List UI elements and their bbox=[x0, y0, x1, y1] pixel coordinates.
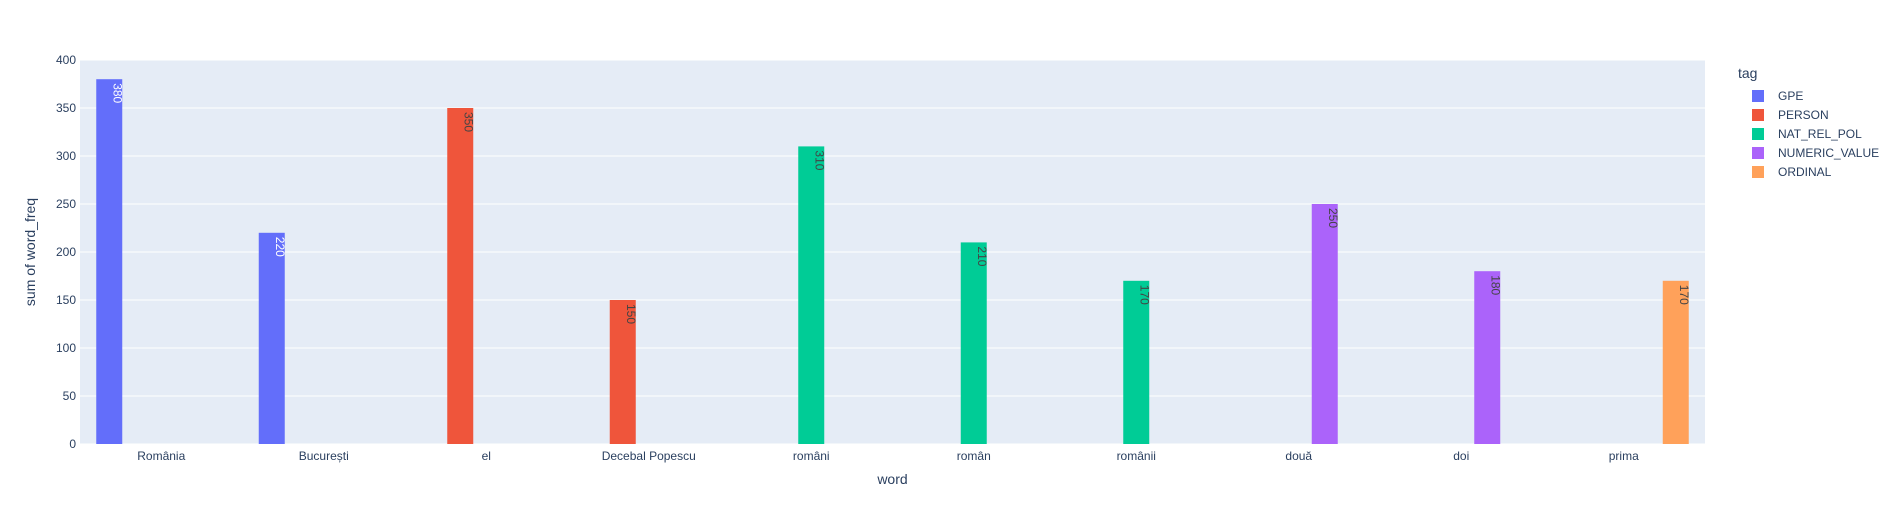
bar-value-label: 210 bbox=[975, 246, 989, 266]
x-tick-label: două bbox=[1285, 449, 1312, 463]
y-tick-label: 350 bbox=[56, 101, 76, 115]
legend-swatch[interactable] bbox=[1752, 166, 1764, 178]
y-tick-label: 200 bbox=[56, 245, 76, 259]
legend-swatch[interactable] bbox=[1752, 128, 1764, 140]
bar[interactable] bbox=[798, 146, 825, 444]
x-tick-label: doi bbox=[1453, 449, 1469, 463]
bar-value-label: 150 bbox=[624, 304, 638, 324]
x-tick-label: prima bbox=[1609, 449, 1639, 463]
x-tick-label: România bbox=[137, 449, 185, 463]
legend-label[interactable]: PERSON bbox=[1778, 108, 1829, 122]
y-tick-labels: 0 50 100 150 200 250 300 350 400 bbox=[56, 53, 76, 451]
legend-title: tag bbox=[1738, 65, 1757, 81]
legend-swatch[interactable] bbox=[1752, 90, 1764, 102]
y-tick-label: 100 bbox=[56, 341, 76, 355]
bars: 380 220 350 150 310 210 170 250 180 170 bbox=[96, 79, 1691, 444]
x-tick-label: Decebal Popescu bbox=[602, 449, 696, 463]
bar-value-label: 170 bbox=[1137, 285, 1151, 305]
legend-swatch[interactable] bbox=[1752, 147, 1764, 159]
bar[interactable] bbox=[960, 242, 987, 444]
legend-swatch[interactable] bbox=[1752, 109, 1764, 121]
legend: tag GPE PERSON NAT_REL_POL NUMERIC_VALUE ORD… bbox=[1738, 65, 1879, 179]
y-tick-label: 50 bbox=[63, 389, 77, 403]
bar[interactable] bbox=[1311, 204, 1338, 444]
bar[interactable] bbox=[96, 79, 123, 444]
bar[interactable] bbox=[609, 300, 636, 444]
bar-value-label: 250 bbox=[1326, 208, 1340, 228]
y-tick-label: 250 bbox=[56, 197, 76, 211]
y-tick-label: 150 bbox=[56, 293, 76, 307]
y-tick-label: 0 bbox=[69, 437, 76, 451]
legend-label[interactable]: NUMERIC_VALUE bbox=[1778, 146, 1879, 160]
x-tick-label: român bbox=[957, 449, 991, 463]
x-tick-label: București bbox=[299, 449, 349, 463]
gridlines bbox=[80, 59, 1705, 445]
bar[interactable] bbox=[1123, 280, 1150, 444]
y-axis-title: sum of word_freq bbox=[22, 198, 38, 306]
bar[interactable] bbox=[1474, 271, 1501, 444]
bar-value-label: 310 bbox=[812, 150, 826, 170]
bar-value-label: 170 bbox=[1677, 285, 1691, 305]
y-tick-label: 400 bbox=[56, 53, 76, 67]
bar-value-label: 380 bbox=[110, 83, 124, 103]
x-axis-title: word bbox=[876, 471, 907, 487]
x-tick-label: români bbox=[793, 449, 830, 463]
bar[interactable] bbox=[1662, 280, 1689, 444]
legend-label[interactable]: ORDINAL bbox=[1778, 165, 1832, 179]
legend-label[interactable]: GPE bbox=[1778, 89, 1803, 103]
bar-value-label: 350 bbox=[461, 112, 475, 132]
x-tick-label: el bbox=[482, 449, 491, 463]
bar[interactable] bbox=[258, 232, 285, 444]
bar[interactable] bbox=[447, 108, 474, 444]
x-tick-label: românii bbox=[1117, 449, 1156, 463]
bar-value-label: 180 bbox=[1488, 275, 1502, 295]
y-tick-label: 300 bbox=[56, 149, 76, 163]
x-tick-labels: România București el Decebal Popescu români r… bbox=[137, 449, 1639, 463]
bar-value-label: 220 bbox=[273, 237, 287, 257]
legend-label[interactable]: NAT_REL_POL bbox=[1778, 127, 1862, 141]
